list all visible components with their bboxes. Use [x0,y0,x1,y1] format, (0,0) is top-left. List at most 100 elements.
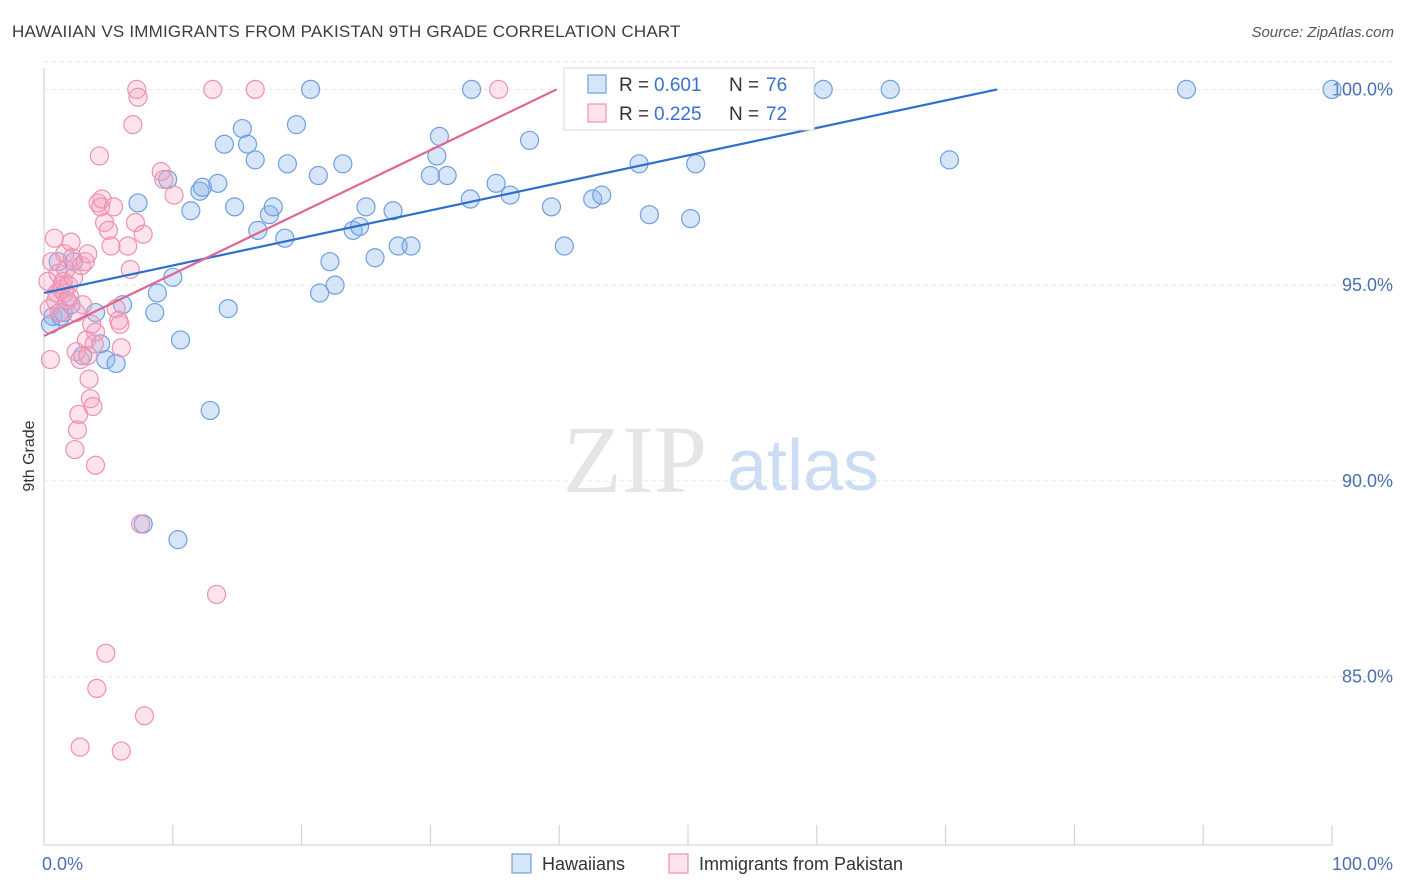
point-hawaiians-67 [680,209,701,229]
point-hawaiians-36 [277,154,298,174]
point-hawaiians-20 [170,330,191,350]
bottom-legend-swatch-0 [511,853,532,874]
point-pakistan-39 [85,455,106,475]
point-pakistan-46 [96,643,116,663]
point-pakistan-54 [118,236,138,256]
point-pakistan-14 [56,259,76,280]
point-hawaiians-39 [308,165,328,186]
point-pakistan-60 [131,514,151,534]
point-hawaiians-35 [275,228,295,248]
chart-title: HAWAIIAN VS IMMIGRANTS FROM PAKISTAN 9TH… [12,22,681,41]
point-hawaiians-23 [192,177,213,197]
point-hawaiians-73 [1322,79,1342,100]
point-pakistan-68 [206,584,227,605]
y-tick-label-2: 90.0% [1342,471,1393,491]
point-pakistan-31 [78,346,98,366]
stats-legend-n-value-1: 72 [766,104,787,125]
trend-line-pakistan [43,88,558,338]
point-pakistan-8 [49,302,70,323]
point-hawaiians-38 [301,79,321,100]
point-pakistan-49 [103,197,124,217]
point-pakistan-62 [134,706,155,726]
point-hawaiians-63 [592,185,612,205]
point-pakistan-32 [78,244,98,264]
point-pakistan-58 [127,79,147,100]
point-hawaiians-68 [686,154,706,174]
point-hawaiians-60 [541,197,562,217]
point-pakistan-56 [123,115,143,135]
point-hawaiians-19 [168,530,188,550]
series-hawaiians [40,79,1342,550]
point-hawaiians-51 [420,165,440,186]
point-pakistan-59 [128,87,148,107]
stats-legend-swatch-0 [587,74,607,94]
point-hawaiians-59 [519,130,540,150]
point-hawaiians-48 [383,201,403,221]
stats-legend-n-label-0: N = [729,75,759,96]
point-hawaiians-26 [214,134,234,154]
point-hawaiians-69 [813,79,833,100]
point-hawaiians-55 [460,189,480,209]
point-hawaiians-50 [401,236,421,256]
stats-legend-swatch-1 [587,103,607,123]
point-pakistan-70 [489,79,509,100]
point-hawaiians-47 [365,248,385,268]
point-pakistan-18 [61,232,81,252]
point-pakistan-52 [110,314,130,334]
stats-legend-r-value-1: 0.225 [654,104,702,125]
stats-legend-n-value-0: 76 [766,75,787,96]
point-pakistan-53 [111,338,131,358]
gridlines [44,61,1392,678]
point-hawaiians-25 [208,173,228,193]
point-pakistan-57 [125,212,146,233]
stats-legend-r-value-0: 0.601 [654,75,702,96]
point-hawaiians-56 [462,79,482,100]
point-hawaiians-41 [320,252,340,272]
y-tick-labels: 100.0% 95.0% 90.0% 85.0% [1332,79,1393,686]
watermark-zip: ZIP [563,406,707,513]
point-hawaiians-21 [181,201,201,221]
x-tick-label-1: 100.0% [1332,854,1393,874]
point-hawaiians-10 [96,349,116,370]
point-hawaiians-16 [147,283,167,303]
point-hawaiians-42 [325,275,345,295]
point-hawaiians-30 [237,134,258,154]
point-hawaiians-43 [333,154,353,174]
point-pakistan-28 [73,295,93,315]
point-hawaiians-54 [437,165,457,186]
point-pakistan-24 [67,420,88,440]
series-pakistan [38,79,509,761]
point-hawaiians-71 [939,150,960,170]
point-pakistan-36 [83,396,103,417]
point-pakistan-65 [164,185,184,205]
y-tick-label-1: 95.0% [1342,275,1393,295]
bottom-legend-label-0: Hawaiians [542,854,625,874]
x-ticks [43,825,1333,845]
point-hawaiians-31 [245,150,265,170]
point-pakistan-48 [101,236,121,256]
stats-legend-r-label-0: R = [619,75,649,96]
point-pakistan-66 [111,741,131,761]
trend-line-hawaiians [43,88,998,295]
bottom-legend-label-1: Immigrants from Pakistan [699,854,903,874]
stats-legend-r-label-1: R = [619,104,649,125]
point-pakistan-69 [245,79,265,100]
point-pakistan-33 [79,369,99,389]
point-hawaiians-40 [310,283,330,303]
point-pakistan-40 [87,678,107,699]
point-hawaiians-34 [263,197,283,217]
y-axis-label: 9th Grade [21,420,38,491]
point-pakistan-29 [75,252,95,272]
point-pakistan-71 [70,737,90,757]
point-hawaiians-24 [200,400,220,421]
point-hawaiians-15 [145,302,165,323]
y-tick-label-0: 100.0% [1332,79,1393,99]
x-tick-label-0: 0.0% [42,854,83,874]
trend-lines [43,88,998,338]
point-pakistan-44 [92,189,112,209]
point-hawaiians-37 [286,115,307,135]
point-hawaiians-57 [486,173,506,193]
point-pakistan-34 [80,389,100,409]
point-hawaiians-66 [639,205,659,225]
